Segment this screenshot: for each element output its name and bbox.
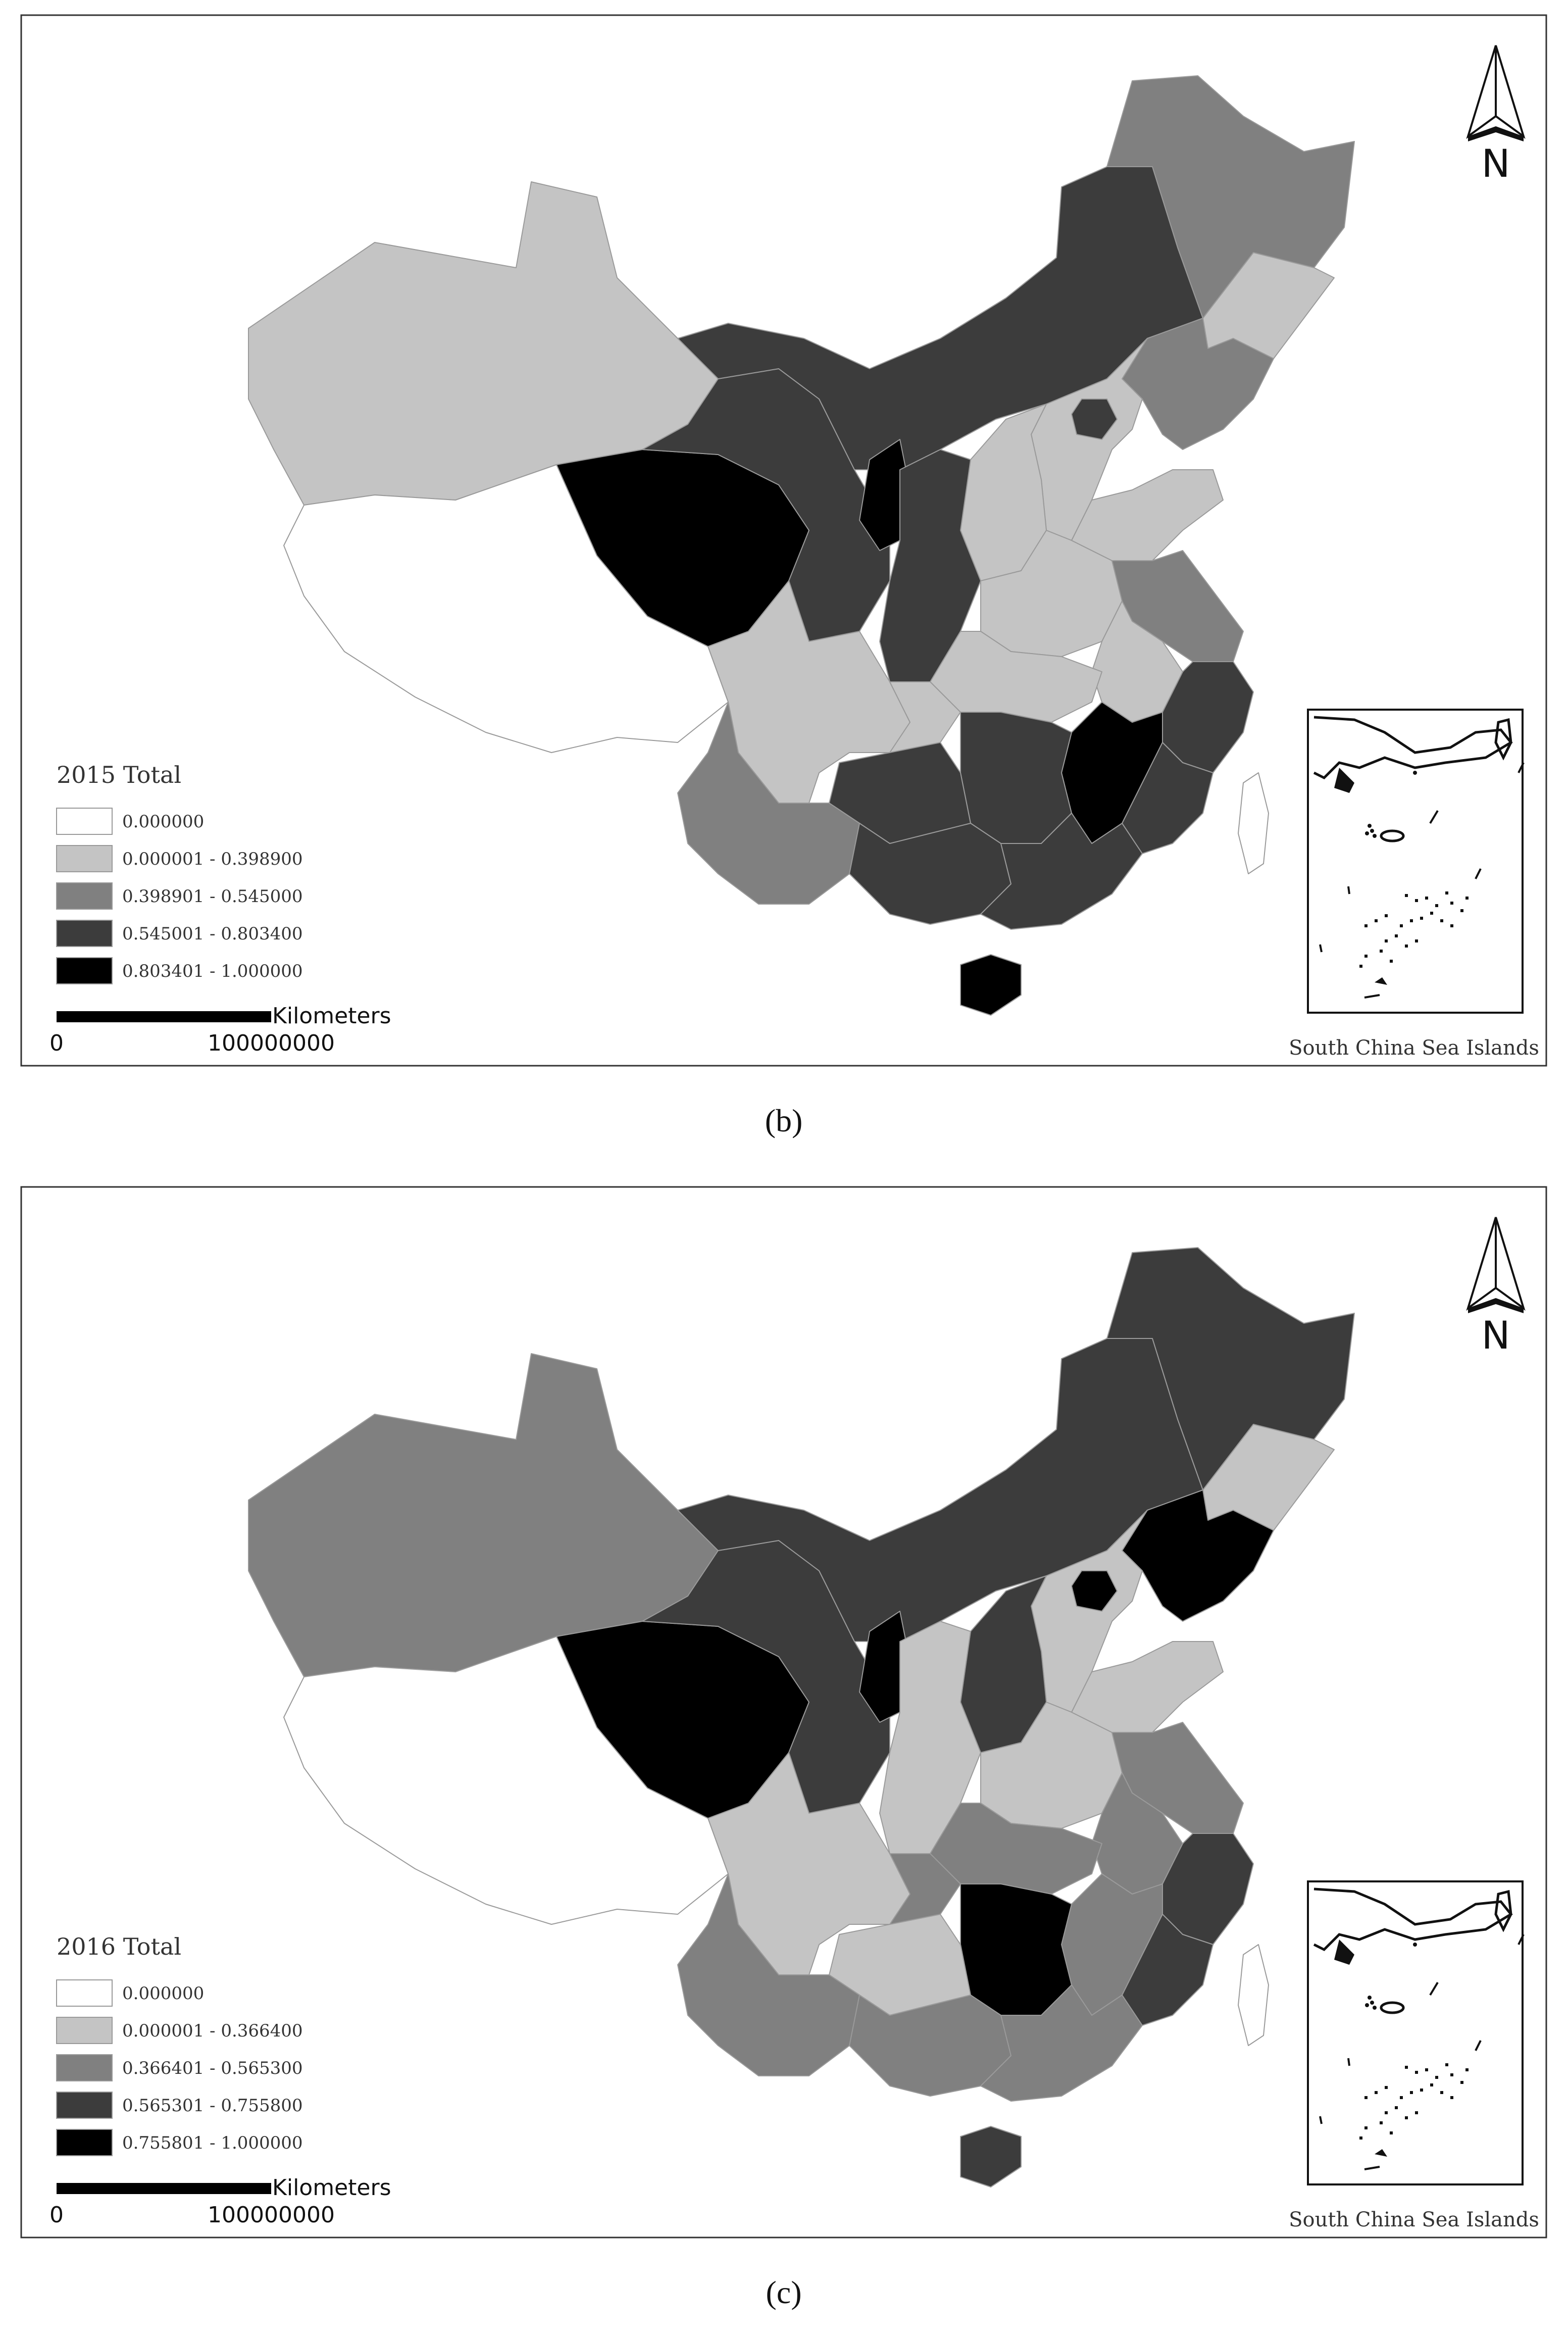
scale-bar: Kilometers 0 100000000 [49,2175,391,2228]
legend-swatch [56,2017,113,2044]
legend-swatch [56,2129,113,2156]
scale-start: 0 [49,2202,64,2228]
legend-label: 0.545001 - 0.803400 [122,924,303,944]
region-yunnan [677,702,860,905]
scale-start: 0 [49,1030,64,1056]
legend-label: 0.000001 - 0.366400 [122,2021,303,2041]
north-label: N [1482,1313,1510,1358]
region-hunan [960,712,1072,844]
region-beijing [1071,399,1118,440]
scale-unit: Kilometers [272,2175,391,2201]
south-china-sea-inset [1307,1880,1525,2185]
scale-bar: Kilometers 0 100000000 [49,1003,391,1056]
region-fujian [1122,742,1213,854]
map-legend: 2015 Total 0.000000 0.000001 - 0.398900 0.3… [56,761,303,984]
legend-swatch [56,957,113,984]
south-china-sea-inset [1307,709,1525,1014]
region-tibet [283,1636,729,1925]
region-beijing [1071,1570,1118,1612]
choropleth-map [248,1247,1355,2187]
region-taiwan [1238,772,1269,874]
legend-swatch [56,1979,113,2007]
north-arrow: N [1466,1217,1526,1358]
region-hunan [960,1883,1072,2016]
legend-label: 0.565301 - 0.755800 [122,2096,303,2116]
legend-label: 0.803401 - 1.000000 [122,961,303,981]
panel-caption: (b) [765,1103,803,1138]
region-taiwan [1238,1944,1269,2046]
region-heilongjiang [1106,1247,1355,1490]
inset-caption: South China Sea Islands [1289,1036,1539,1060]
legend-label: 0.755801 - 1.000000 [122,2133,303,2153]
legend-label: 0.366401 - 0.565300 [122,2058,303,2078]
legend-title: 2015 Total [57,761,181,788]
region-yunnan [677,1873,860,2076]
region-guangdong [980,813,1143,930]
legend-swatch [56,2092,113,2119]
legend-swatch [56,808,113,835]
map-panel-b: N 2015 Total 0.000000 0.000001 - 0.398900 0.… [20,14,1547,1138]
region-heilongjiang [1106,75,1355,319]
region-fujian [1122,1914,1213,2026]
region-hainan [960,2126,1022,2187]
legend-label: 0.398901 - 0.545000 [122,886,303,907]
region-tibet [283,464,729,753]
legend-swatch [56,2054,113,2081]
legend-label: 0.000001 - 0.398900 [122,849,303,869]
inset-caption: South China Sea Islands [1289,2208,1539,2231]
north-arrow: N [1466,45,1526,186]
scale-unit: Kilometers [272,1003,391,1029]
legend-swatch [56,920,113,947]
legend-label: 0.000000 [122,812,204,832]
legend-swatch [56,845,113,872]
scale-end: 100000000 [208,2202,335,2228]
legend-swatch [56,882,113,910]
legend-title: 2016 Total [57,1933,181,1960]
choropleth-map [248,75,1355,1016]
map-legend: 2016 Total 0.000000 0.000001 - 0.366400 0.3… [56,1933,303,2156]
scale-end: 100000000 [208,1030,335,1056]
north-label: N [1482,141,1510,186]
map-panel-c: N 2016 Total 0.000000 0.000001 - 0.366400 0.… [20,1186,1547,2310]
panel-caption: (c) [766,2274,801,2310]
region-hainan [960,954,1022,1016]
region-guangdong [980,1984,1143,2102]
legend-label: 0.000000 [122,1983,204,2004]
